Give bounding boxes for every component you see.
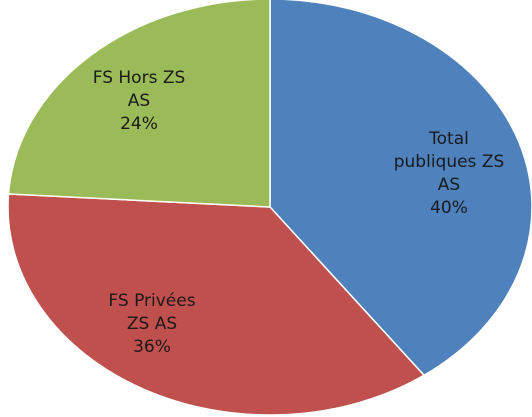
value-label: 36% <box>133 337 171 357</box>
category-label: FS Privées ZS AS <box>108 291 196 334</box>
category-label: FS Hors ZS AS <box>92 68 186 111</box>
pie-slice <box>269 0 532 377</box>
pie-slice <box>7 0 271 208</box>
slice-label: FS Privées ZS AS 36% <box>98 290 206 359</box>
value-label: 24% <box>120 114 158 134</box>
slice-label: FS Hors ZS AS 24% <box>88 67 190 136</box>
slice-label: Total publiques ZS AS 40% <box>388 128 510 220</box>
value-label: 40% <box>430 198 468 218</box>
pie-slice <box>7 193 426 416</box>
category-label: Total publiques ZS AS <box>393 129 505 195</box>
